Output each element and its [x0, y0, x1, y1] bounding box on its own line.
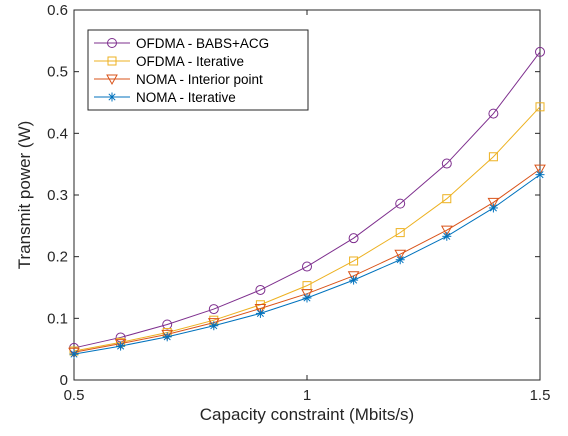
data-point [254, 303, 267, 315]
data-point [395, 228, 405, 238]
legend-marker [106, 74, 118, 86]
x-tick-label: 1 [303, 387, 311, 404]
data-point [487, 197, 500, 209]
x-tick-label: 0.5 [64, 387, 85, 404]
data-point [347, 271, 360, 282]
data-point [442, 194, 452, 204]
data-point [255, 308, 265, 318]
data-point [349, 256, 359, 266]
legend-item: OFDMA - Iterative [94, 54, 244, 69]
legend-label: NOMA - Interior point [136, 72, 263, 87]
data-point [441, 158, 452, 169]
legend-label: OFDMA - BABS+ACG [136, 36, 269, 51]
data-point [348, 233, 359, 244]
data-point [488, 108, 499, 119]
legend-marker [107, 38, 117, 48]
legend-item: OFDMA - BABS+ACG [94, 36, 269, 51]
x-axis-title: Capacity constraint (Mbits/s) [200, 405, 414, 424]
legend-marker [107, 92, 117, 102]
data-point [535, 102, 545, 112]
data-point [535, 170, 545, 180]
y-tick-label: 0 [60, 372, 68, 389]
legend-item: NOMA - Interior point [94, 72, 263, 87]
series-layer [68, 46, 546, 359]
data-point [116, 341, 126, 351]
axis-ticks: 0 0.1 0.2 0.3 0.4 0.5 0.6 0.5 1 1.5 [47, 2, 550, 404]
data-point [534, 164, 546, 176]
data-point [395, 255, 405, 265]
data-point [208, 304, 219, 315]
legend-item: NOMA - Iterative [94, 90, 236, 105]
y-axis-title: Transmit power (W) [15, 121, 34, 270]
y-tick-label: 0.6 [47, 2, 68, 19]
data-point [302, 293, 312, 303]
y-tick-label: 0.2 [47, 249, 68, 266]
data-point [440, 225, 453, 237]
data-point [255, 284, 266, 295]
data-point [442, 231, 452, 241]
legend-marker [107, 56, 117, 66]
data-point [349, 275, 359, 285]
data-point [209, 321, 219, 331]
x-tick-label: 1.5 [530, 387, 551, 404]
data-point [394, 249, 407, 261]
legend-label: OFDMA - Iterative [136, 54, 244, 69]
data-point [488, 152, 498, 162]
series-line [73, 106, 541, 352]
legend: OFDMA - BABS+ACG OFDMA - Iterative NOMA - … [87, 29, 309, 111]
data-point [68, 347, 80, 359]
y-tick-label: 0.1 [47, 310, 68, 327]
y-tick-label: 0.3 [47, 187, 68, 204]
data-point [162, 332, 172, 342]
data-point [69, 349, 79, 359]
series-4 [69, 170, 545, 359]
data-point [395, 198, 406, 209]
legend-label: NOMA - Iterative [136, 90, 236, 105]
series-line [73, 51, 541, 349]
y-tick-label: 0.5 [47, 64, 68, 81]
data-point [488, 203, 498, 213]
data-point [301, 289, 313, 300]
data-point [302, 261, 312, 272]
data-point [535, 46, 545, 57]
y-tick-label: 0.4 [47, 125, 68, 142]
